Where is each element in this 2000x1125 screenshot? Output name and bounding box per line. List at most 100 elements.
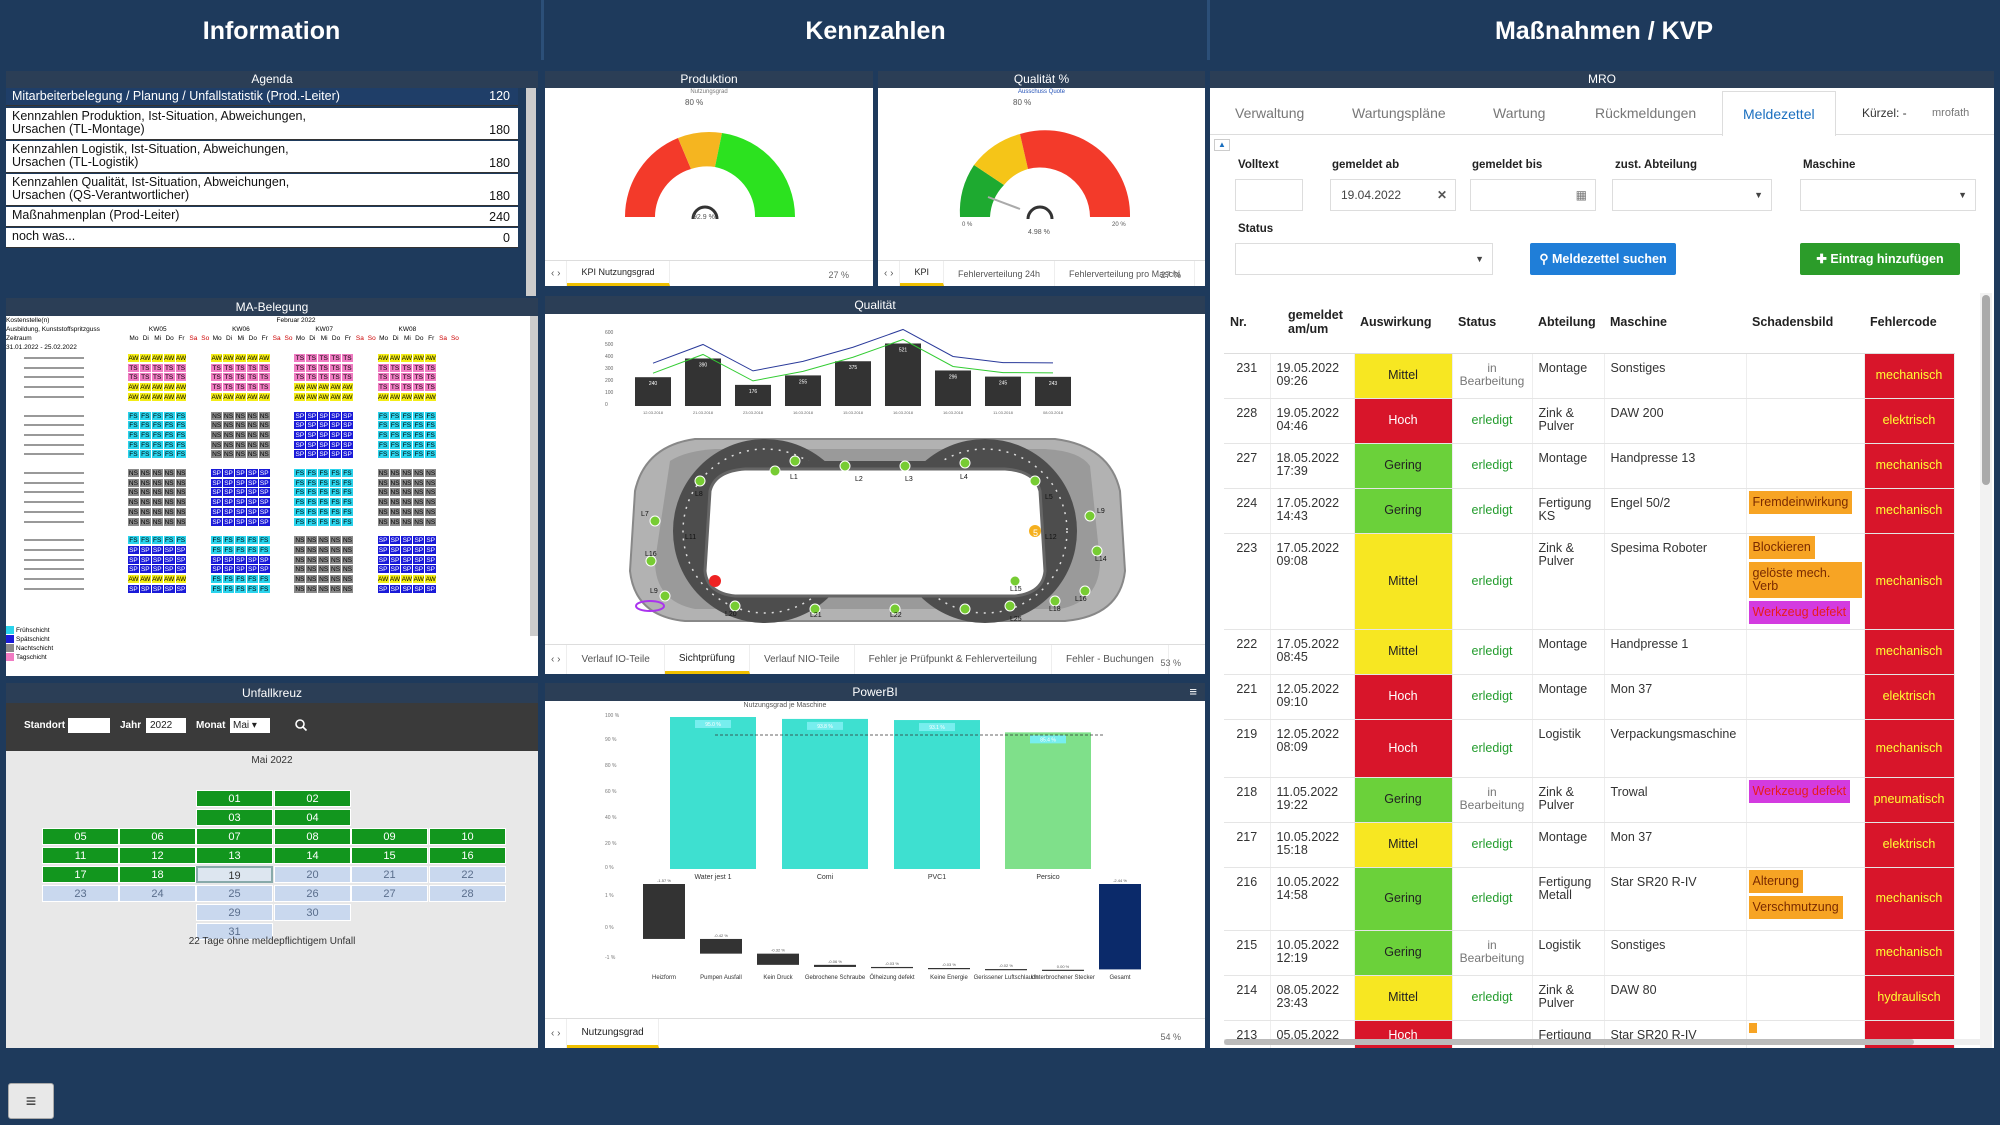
tab-fehler-buchungen[interactable]: Fehler - Buchungen (1052, 645, 1169, 674)
gemeldet-bis-input[interactable]: ▦ (1470, 179, 1596, 211)
qualitaet-tab-nav[interactable]: ‹ › (878, 261, 901, 286)
tab-wartung[interactable]: Wartung (1493, 105, 1546, 121)
calendar-day[interactable]: 12 (119, 847, 196, 864)
calendar-day[interactable]: 05 (42, 828, 119, 845)
table-row[interactable]: 222 17.05.2022 08:45 Mittel erledigt Montage H… (1224, 629, 1955, 675)
calendar-day[interactable]: 31 (196, 923, 273, 940)
calendar-day[interactable]: 04 (274, 809, 351, 826)
powerbi-tab-nav[interactable]: ‹ › (545, 1019, 568, 1048)
column-header[interactable]: gemeldet am/um (1270, 291, 1354, 354)
tab-meldezettel[interactable]: Meldezettel (1722, 91, 1836, 136)
jahr-input[interactable]: 2022 (146, 718, 186, 733)
calendar-day[interactable]: 24 (119, 885, 196, 902)
standort-input[interactable] (68, 718, 110, 733)
table-row[interactable]: 228 19.05.2022 04:46 Hoch erledigt Zink & Pul… (1224, 398, 1955, 444)
tab-kpi-nutzungsgrad[interactable]: KPI Nutzungsgrad (567, 261, 670, 286)
powerbi-menu-icon[interactable]: ≡ (1189, 684, 1197, 699)
calendar-day[interactable]: 21 (351, 866, 428, 883)
tab-fehlerverteilung-24h[interactable]: Fehlerverteilung 24h (944, 261, 1056, 286)
calendar-day[interactable]: 01 (196, 790, 273, 807)
calendar-icon[interactable]: ▦ (1575, 188, 1587, 202)
calendar-day[interactable]: 11 (42, 847, 119, 864)
volltext-input[interactable] (1235, 179, 1303, 211)
qualitaet-tab-nav[interactable]: ‹ › (545, 645, 568, 674)
calendar-day[interactable]: 28 (429, 885, 506, 902)
calendar-day[interactable]: 18 (119, 866, 196, 883)
calendar-day[interactable]: 25 (196, 885, 273, 902)
table-row[interactable]: 215 10.05.2022 12:19 Gering in Bearbeitung Lo… (1224, 930, 1955, 976)
tab-verlauf-io-teile[interactable]: Verlauf IO-Teile (567, 645, 665, 674)
calendar-day[interactable]: 17 (42, 866, 119, 883)
calendar-day[interactable]: 14 (274, 847, 351, 864)
calendar-day[interactable]: 30 (274, 904, 351, 921)
calendar-day[interactable]: 26 (274, 885, 351, 902)
calendar-day[interactable]: 07 (196, 828, 273, 845)
table-hscrollbar[interactable] (1224, 1039, 1980, 1045)
calendar-day[interactable]: 23 (42, 885, 119, 902)
column-header[interactable]: Auswirkung (1354, 291, 1452, 354)
tab-kpi[interactable]: KPI (900, 261, 944, 286)
calendar-day[interactable]: 29 (196, 904, 273, 921)
agenda-row[interactable]: Kennzahlen Produktion, Ist-Situation, Ab… (6, 108, 518, 140)
tab-fehler-je-pruefpunkt[interactable]: Fehler je Prüfpunkt & Fehlerverteilung (855, 645, 1052, 674)
table-row[interactable]: 221 12.05.2022 09:10 Hoch erledigt Montage Mon… (1224, 674, 1955, 720)
table-row[interactable]: 214 08.05.2022 23:43 Mittel erledigt Zink & P… (1224, 975, 1955, 1021)
user-name[interactable]: mrofath (1932, 107, 1970, 119)
calendar-day[interactable]: 06 (119, 828, 196, 845)
calendar-day[interactable]: 13 (196, 847, 273, 864)
agenda-row[interactable]: Kennzahlen Logistik, Ist-Situation, Abwe… (6, 141, 518, 173)
table-row[interactable]: 218 11.05.2022 19:22 Gering in Bearbeitung Zi… (1224, 777, 1955, 823)
calendar-day[interactable]: 20 (274, 866, 351, 883)
calendar-day[interactable]: 02 (274, 790, 351, 807)
calendar-day[interactable]: 16 (429, 847, 506, 864)
table-row[interactable]: 223 17.05.2022 09:08 Mittel erledigt Zink & P… (1224, 533, 1955, 630)
eintrag-hinzufuegen-button[interactable]: ✚ Eintrag hinzufügen (1800, 243, 1960, 275)
column-header[interactable]: Abteilung (1532, 291, 1604, 354)
calendar-day[interactable]: 19 (196, 866, 273, 883)
table-row[interactable]: 227 18.05.2022 17:39 Gering erledigt Montage H… (1224, 443, 1955, 489)
tab-verwaltung[interactable]: Verwaltung (1235, 105, 1305, 121)
tab-rueckmeldungen[interactable]: Rückmeldungen (1595, 105, 1697, 121)
agenda-row[interactable]: Maßnahmenplan (Prod-Leiter) 240 (6, 207, 518, 227)
monat-select[interactable]: Mai ▾ (230, 718, 270, 733)
qualitaet-kpi-zoom[interactable]: 27 % (1160, 270, 1181, 280)
column-header[interactable]: Fehlercode (1864, 291, 1954, 354)
agenda-row[interactable]: noch was... 0 (6, 228, 518, 248)
tab-verlauf-nio-teile[interactable]: Verlauf NIO-Teile (750, 645, 855, 674)
belegung-scrollbar[interactable] (530, 316, 538, 636)
maschine-select[interactable]: ▼ (1800, 179, 1976, 211)
calendar-day[interactable]: 15 (351, 847, 428, 864)
calendar-day[interactable]: 22 (429, 866, 506, 883)
table-vscrollbar[interactable] (1980, 293, 1992, 1048)
calendar-day[interactable]: 10 (429, 828, 506, 845)
tab-sichtpruefung[interactable]: Sichtprüfung (664, 645, 750, 674)
column-header[interactable]: Schadensbild (1746, 291, 1864, 354)
agenda-scrollbar[interactable] (526, 88, 536, 296)
produktion-zoom[interactable]: 27 % (828, 270, 849, 280)
produktion-tab-prev[interactable]: ‹ › (545, 261, 568, 286)
gemeldet-ab-input[interactable]: 19.04.2022 ✕ (1330, 179, 1456, 211)
status-select[interactable]: ▼ (1235, 243, 1493, 275)
table-row[interactable]: 219 12.05.2022 08:09 Hoch erledigt Logistik Ve… (1224, 719, 1955, 778)
table-row[interactable]: 231 19.05.2022 09:26 Mittel in Bearbeitung Mo… (1224, 353, 1955, 399)
tab-nutzungsgrad[interactable]: Nutzungsgrad (567, 1019, 659, 1048)
calendar-day[interactable]: 08 (274, 828, 351, 845)
calendar-day[interactable]: 27 (351, 885, 428, 902)
table-row[interactable]: 217 10.05.2022 15:18 Mittel erledigt Montage M… (1224, 822, 1955, 868)
qualitaet-zoom[interactable]: 53 % (1160, 658, 1181, 668)
calendar-day[interactable]: 09 (351, 828, 428, 845)
collapse-toggle[interactable]: ▲ (1214, 139, 1230, 151)
tab-wartungsplaene[interactable]: Wartungspläne (1352, 105, 1446, 121)
menu-button[interactable]: ≡ (8, 1083, 54, 1119)
table-row[interactable]: 224 17.05.2022 14:43 Gering erledigt Fertigun… (1224, 488, 1955, 534)
column-header[interactable]: Maschine (1604, 291, 1746, 354)
column-header[interactable]: Nr. (1224, 291, 1270, 354)
table-row[interactable]: 216 10.05.2022 14:58 Gering erledigt Fertigun… (1224, 867, 1955, 931)
clear-icon[interactable]: ✕ (1436, 188, 1447, 202)
column-header[interactable]: Status (1452, 291, 1532, 354)
meldezettel-suchen-button[interactable]: ⚲ Meldezettel suchen (1530, 243, 1676, 275)
abteilung-select[interactable]: ▼ (1612, 179, 1772, 211)
agenda-row[interactable]: Mitarbeiterbelegung / Planung / Unfallst… (6, 88, 518, 106)
powerbi-zoom[interactable]: 54 % (1160, 1032, 1181, 1042)
search-icon[interactable] (294, 718, 308, 732)
